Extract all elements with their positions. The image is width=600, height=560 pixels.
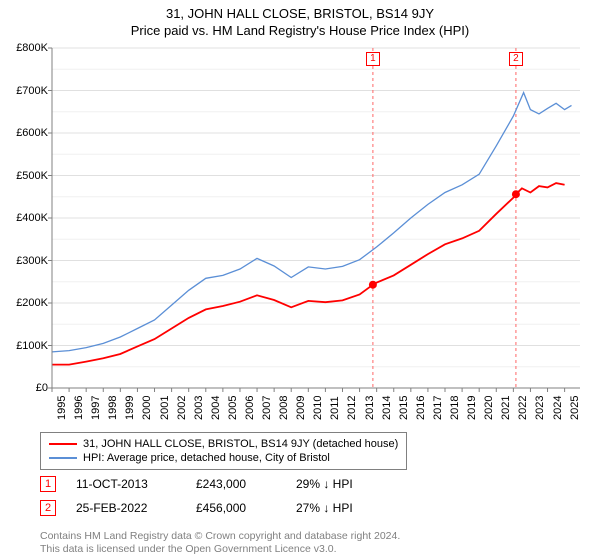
chart [52,48,580,388]
x-tick-label: 2011 [329,396,341,420]
y-tick-label: £200K [16,297,48,309]
x-tick-label: 2009 [295,396,307,420]
x-tick-label: 1998 [107,396,119,420]
page-subtitle: Price paid vs. HM Land Registry's House … [0,21,600,42]
x-tick-label: 2008 [278,396,290,420]
marker-badge: 1 [366,52,380,66]
x-tick-label: 2019 [466,396,478,420]
x-tick-label: 1997 [90,396,102,420]
x-tick-label: 2016 [415,396,427,420]
y-tick-label: £600K [16,127,48,139]
sale-date: 11-OCT-2013 [76,477,196,491]
x-tick-label: 2000 [141,396,153,420]
legend: 31, JOHN HALL CLOSE, BRISTOL, BS14 9JY (… [40,432,407,470]
x-axis-labels: 1995 1996 1997 1998 1999 2000 2001 2002 2003 2004… [52,390,580,430]
x-tick-label: 2021 [500,396,512,420]
x-tick-label: 1999 [124,396,136,420]
x-tick-label: 2020 [483,396,495,420]
sale-price: £456,000 [196,501,296,515]
sale-delta: 29% ↓ HPI [296,477,353,491]
footer: Contains HM Land Registry data © Crown c… [40,530,400,556]
x-tick-label: 2006 [244,396,256,420]
x-tick-label: 2023 [534,396,546,420]
x-tick-label: 2013 [364,396,376,420]
marker-badge: 2 [509,52,523,66]
x-tick-label: 2001 [159,396,171,420]
x-tick-label: 2014 [381,396,393,420]
legend-item: 31, JOHN HALL CLOSE, BRISTOL, BS14 9JY (… [49,437,398,451]
x-tick-label: 1996 [73,396,85,420]
x-tick-label: 2012 [346,396,358,420]
x-tick-label: 2004 [210,396,222,420]
x-tick-label: 2010 [312,396,324,420]
x-tick-label: 1995 [56,396,68,420]
legend-item: HPI: Average price, detached house, City… [49,451,398,465]
y-tick-label: £700K [16,85,48,97]
footer-line: Contains HM Land Registry data © Crown c… [40,530,400,543]
legend-swatch [49,443,77,446]
x-tick-label: 2018 [449,396,461,420]
sale-badge: 2 [40,500,56,516]
y-tick-label: £800K [16,42,48,54]
sale-row: 2 25-FEB-2022 £456,000 27% ↓ HPI [40,500,353,516]
x-tick-label: 2017 [432,396,444,420]
footer-line: This data is licensed under the Open Gov… [40,543,400,556]
x-tick-label: 2002 [176,396,188,420]
sale-price: £243,000 [196,477,296,491]
x-tick-label: 2025 [569,396,581,420]
legend-swatch [49,457,77,459]
y-tick-label: £100K [16,340,48,352]
sale-date: 25-FEB-2022 [76,501,196,515]
chart-svg [52,48,580,388]
x-tick-label: 2024 [552,396,564,420]
y-tick-label: £0 [36,382,48,394]
x-tick-label: 2015 [398,396,410,420]
y-tick-label: £300K [16,255,48,267]
y-tick-label: £400K [16,212,48,224]
x-tick-label: 2022 [517,396,529,420]
x-tick-label: 2007 [261,396,273,420]
legend-label: 31, JOHN HALL CLOSE, BRISTOL, BS14 9JY (… [83,438,398,450]
sale-badge: 1 [40,476,56,492]
y-tick-label: £500K [16,170,48,182]
x-tick-label: 2003 [193,396,205,420]
sale-delta: 27% ↓ HPI [296,501,353,515]
legend-label: HPI: Average price, detached house, City… [83,452,330,464]
page-title: 31, JOHN HALL CLOSE, BRISTOL, BS14 9JY [0,0,600,21]
sale-row: 1 11-OCT-2013 £243,000 29% ↓ HPI [40,476,353,492]
x-tick-label: 2005 [227,396,239,420]
